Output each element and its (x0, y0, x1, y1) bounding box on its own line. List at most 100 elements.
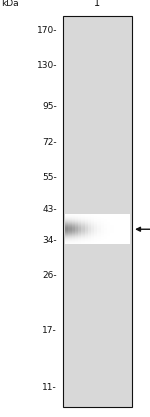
Bar (78, 219, 82, 220)
Bar (94, 236, 98, 237)
Bar (120, 223, 123, 224)
Bar (110, 220, 114, 221)
Bar (65, 234, 69, 235)
Bar (101, 224, 104, 225)
Bar (127, 239, 130, 240)
Bar (114, 236, 117, 237)
Bar (88, 241, 91, 242)
Bar (104, 219, 107, 220)
Bar (94, 239, 98, 240)
Bar (81, 220, 85, 221)
Bar (94, 227, 98, 228)
Bar (127, 238, 130, 239)
Bar (75, 220, 78, 221)
Bar (127, 216, 130, 217)
Bar (75, 236, 78, 237)
Bar (91, 227, 94, 228)
Bar (72, 216, 75, 217)
Bar (101, 234, 104, 235)
Bar (114, 239, 117, 240)
Bar (101, 238, 104, 239)
Bar (114, 230, 117, 231)
Bar (78, 231, 82, 232)
Bar (65, 214, 69, 215)
Bar (114, 222, 117, 223)
Bar (65, 216, 69, 217)
Bar (127, 234, 130, 235)
Bar (81, 227, 85, 228)
Bar (75, 234, 78, 235)
Bar (104, 233, 107, 234)
Bar (120, 241, 123, 242)
Bar (78, 229, 82, 230)
Bar (72, 226, 75, 227)
Bar (114, 240, 117, 241)
Bar (104, 231, 107, 232)
Bar (65, 231, 69, 232)
Bar (91, 219, 94, 220)
Bar (78, 241, 82, 242)
Bar (88, 229, 91, 230)
Bar (101, 224, 104, 225)
Bar (85, 219, 88, 220)
Bar (65, 226, 69, 227)
Bar (69, 220, 72, 221)
Bar (127, 223, 130, 224)
Bar (65, 216, 69, 217)
Bar (110, 229, 114, 230)
Bar (78, 228, 82, 229)
Bar (85, 233, 88, 234)
Bar (114, 224, 117, 225)
Bar (127, 215, 130, 216)
Bar (78, 222, 82, 223)
Bar (85, 229, 88, 230)
Bar (75, 216, 78, 217)
Bar (85, 226, 88, 227)
Bar (101, 231, 104, 232)
Bar (85, 226, 88, 227)
Bar (65, 235, 130, 236)
Bar (104, 237, 107, 238)
Bar (91, 229, 94, 230)
Bar (85, 242, 88, 243)
Bar (85, 216, 88, 217)
Bar (94, 219, 98, 220)
Bar (110, 227, 114, 228)
Bar (85, 218, 88, 219)
Bar (69, 234, 72, 235)
Bar (101, 233, 104, 234)
Bar (78, 233, 82, 234)
Bar (91, 222, 94, 223)
Bar (72, 232, 75, 233)
Bar (65, 233, 130, 234)
Bar (107, 224, 111, 225)
Bar (78, 216, 82, 217)
Bar (65, 219, 130, 220)
Bar (123, 238, 127, 239)
Bar (110, 234, 114, 235)
Bar (107, 241, 111, 242)
Bar (117, 226, 120, 227)
Bar (88, 236, 91, 237)
Bar (117, 220, 120, 221)
Bar (120, 229, 123, 230)
Bar (65, 234, 130, 235)
Text: 55-: 55- (42, 173, 57, 182)
Bar (101, 232, 104, 233)
Bar (78, 243, 82, 244)
Bar (120, 239, 123, 240)
Bar (78, 220, 82, 221)
Bar (88, 233, 91, 234)
Bar (123, 226, 127, 227)
Bar (81, 214, 85, 215)
Bar (65, 223, 69, 224)
Bar (98, 229, 101, 230)
Bar (75, 224, 78, 225)
Bar (120, 239, 123, 240)
Bar (88, 235, 91, 236)
Bar (72, 229, 75, 230)
Bar (110, 241, 114, 242)
Bar (65, 221, 69, 222)
Bar (104, 243, 107, 244)
Bar (94, 229, 98, 230)
